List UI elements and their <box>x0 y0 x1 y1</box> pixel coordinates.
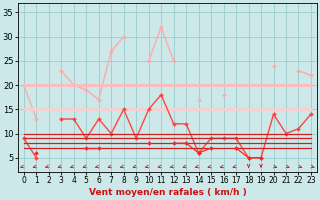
X-axis label: Vent moyen/en rafales ( km/h ): Vent moyen/en rafales ( km/h ) <box>89 188 246 197</box>
